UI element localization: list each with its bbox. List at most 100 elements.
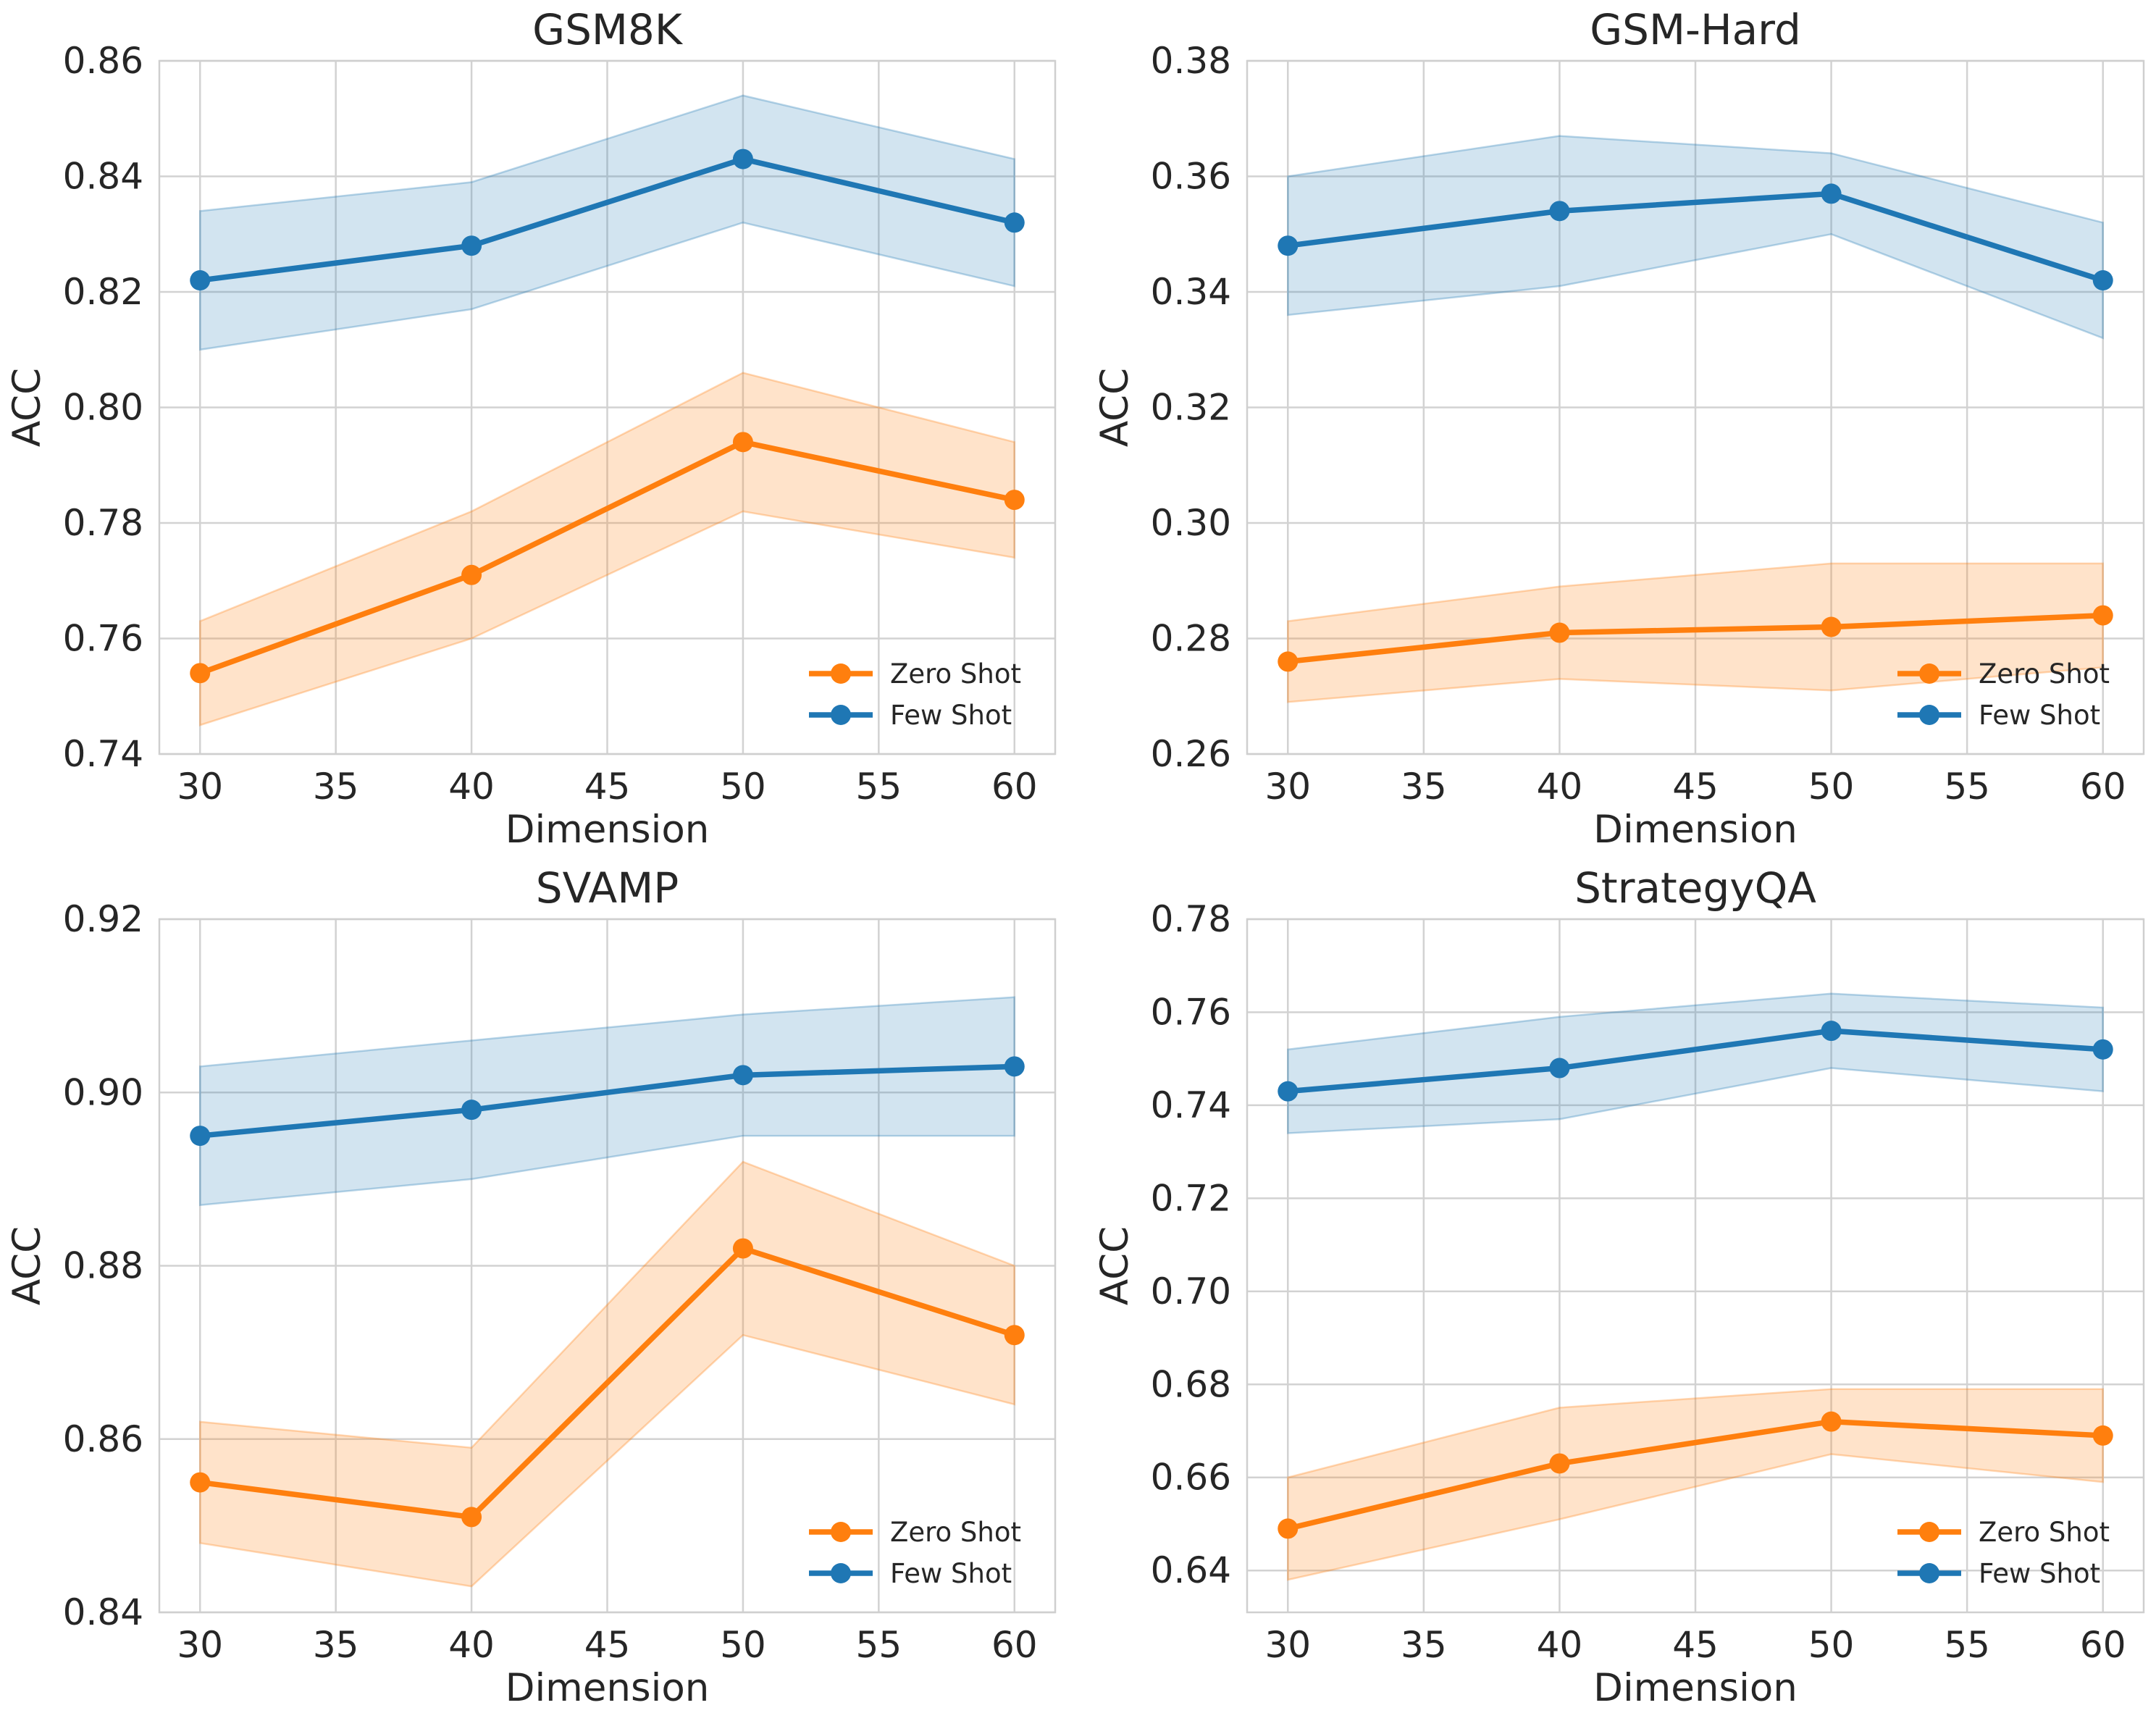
x-tick-label: 55 — [856, 766, 902, 808]
x-tick-label: 35 — [313, 766, 359, 808]
x-tick-label: 35 — [1401, 766, 1447, 808]
chart-panel-1: 0.74 0.76 0.78 0.80 0.82 0.84 0.86 30 35 40 45 50 55… — [5, 5, 1057, 852]
zero-shot-band — [1287, 1388, 2104, 1581]
x-tick-label: 35 — [1401, 1624, 1447, 1666]
legend: Zero Shot Few Shot — [809, 658, 1021, 731]
few-shot-point — [190, 1126, 211, 1147]
zero-shot-point — [1004, 1325, 1025, 1346]
zero-shot-band — [198, 372, 1016, 726]
legend-label: Zero Shot — [890, 1517, 1021, 1548]
few-shot-point — [1549, 201, 1570, 222]
y-tick-label: 0.80 — [63, 387, 143, 429]
y-tick-label: 0.64 — [1151, 1549, 1231, 1591]
y-tick-label: 0.26 — [1151, 733, 1231, 775]
legend-label: Few Shot — [890, 1558, 1012, 1589]
y-tick-label: 0.34 — [1151, 271, 1231, 313]
zero-shot-point — [1549, 1453, 1570, 1474]
plot-frame — [1246, 59, 2145, 755]
legend-marker-zero-shot — [1919, 663, 1939, 684]
x-tick-label: 50 — [720, 1624, 766, 1666]
zero-shot-point — [190, 663, 211, 684]
zero-shot-point — [1278, 651, 1299, 672]
x-tick-label: 60 — [991, 766, 1038, 808]
y-tick-label: 0.86 — [63, 40, 143, 82]
y-tick-label: 0.32 — [1151, 387, 1231, 429]
plot-frame — [158, 59, 1057, 755]
legend-marker-few-shot — [1919, 705, 1939, 725]
x-tick-label: 40 — [448, 1624, 495, 1666]
zero-shot-line — [1287, 612, 2103, 665]
few-shot-line — [1287, 190, 2104, 283]
y-tick-label: 0.30 — [1151, 502, 1231, 544]
legend-marker-few-shot — [831, 705, 851, 725]
x-axis-label: Dimension — [506, 1666, 710, 1710]
chart-panel-3: 0.84 0.86 0.88 0.90 0.92 30 35 40 45 50 55 60 SVAMP D… — [5, 863, 1057, 1710]
y-axis-label: ACC — [5, 368, 49, 447]
few-shot-point — [2092, 1039, 2113, 1060]
few-shot-point — [190, 270, 211, 291]
legend-label: Zero Shot — [1979, 658, 2110, 690]
zero-shot-point — [2092, 1425, 2113, 1446]
x-tick-label: 35 — [313, 1624, 359, 1666]
chart-panel-4: 0.64 0.66 0.68 0.70 0.72 0.74 0.76 0.78 30 35 40 45… — [1093, 863, 2145, 1710]
zero-shot-line — [198, 439, 1015, 676]
legend-marker-few-shot — [831, 1563, 851, 1583]
zero-shot-point — [1821, 1411, 1842, 1432]
chart-panel-2: 0.26 0.28 0.30 0.32 0.34 0.36 0.38 30 35 40 45 50 55… — [1093, 5, 2145, 852]
few-shot-band — [198, 996, 1016, 1207]
chart-title: GSM-Hard — [1590, 5, 1801, 54]
x-tick-label: 60 — [991, 1624, 1038, 1666]
legend-label: Few Shot — [890, 700, 1012, 731]
few-shot-point — [1821, 1021, 1842, 1042]
y-tick-label: 0.86 — [63, 1418, 143, 1460]
legend: Zero Shot Few Shot — [1897, 658, 2110, 731]
zero-shot-point — [461, 1507, 482, 1528]
zero-shot-point — [1004, 490, 1025, 511]
x-axis-label: Dimension — [1593, 808, 1798, 852]
zero-shot-point — [1278, 1518, 1299, 1539]
x-tick-label: 50 — [1808, 766, 1855, 808]
x-axis-label: Dimension — [1593, 1666, 1798, 1710]
y-tick-label: 0.76 — [63, 618, 143, 660]
x-tick-label: 50 — [1808, 1624, 1855, 1666]
y-tick-label: 0.38 — [1151, 40, 1231, 82]
zero-shot-point — [732, 1238, 753, 1259]
plot-frame — [158, 918, 1057, 1614]
x-tick-label: 40 — [448, 766, 495, 808]
y-tick-label: 0.68 — [1151, 1363, 1231, 1405]
chart-title: GSM8K — [532, 5, 684, 54]
y-tick-label: 0.82 — [63, 271, 143, 313]
legend-marker-few-shot — [1919, 1563, 1939, 1583]
x-tick-label: 30 — [1264, 766, 1311, 808]
chart-title: SVAMP — [536, 863, 679, 913]
y-tick-label: 0.88 — [63, 1245, 143, 1287]
few-shot-band — [1287, 992, 2104, 1134]
x-tick-label: 30 — [177, 766, 223, 808]
x-tick-label: 45 — [1672, 1624, 1719, 1666]
few-shot-point — [1278, 1081, 1299, 1102]
y-tick-label: 0.72 — [1151, 1177, 1231, 1219]
legend-marker-zero-shot — [1919, 1522, 1939, 1542]
y-tick-label: 0.36 — [1151, 156, 1231, 198]
zero-shot-point — [461, 564, 482, 585]
x-tick-label: 45 — [584, 766, 631, 808]
plot-frame — [1246, 918, 2145, 1614]
legend-label: Few Shot — [1979, 1558, 2100, 1589]
y-tick-label: 0.92 — [63, 898, 143, 940]
y-axis-label: ACC — [1093, 1226, 1137, 1305]
zero-shot-band — [1287, 562, 2104, 703]
x-tick-label: 55 — [1944, 1624, 1990, 1666]
y-tick-label: 0.66 — [1151, 1457, 1231, 1499]
x-tick-label: 60 — [2080, 1624, 2126, 1666]
zero-shot-point — [1549, 622, 1570, 643]
legend-label: Zero Shot — [1979, 1517, 2110, 1548]
y-tick-label: 0.78 — [63, 502, 143, 544]
x-tick-label: 45 — [1672, 766, 1719, 808]
few-shot-point — [732, 148, 753, 169]
zero-shot-point — [190, 1472, 211, 1493]
legend-label: Few Shot — [1979, 700, 2100, 731]
y-tick-label: 0.78 — [1151, 898, 1231, 940]
few-shot-point — [461, 1100, 482, 1121]
x-tick-label: 45 — [584, 1624, 631, 1666]
